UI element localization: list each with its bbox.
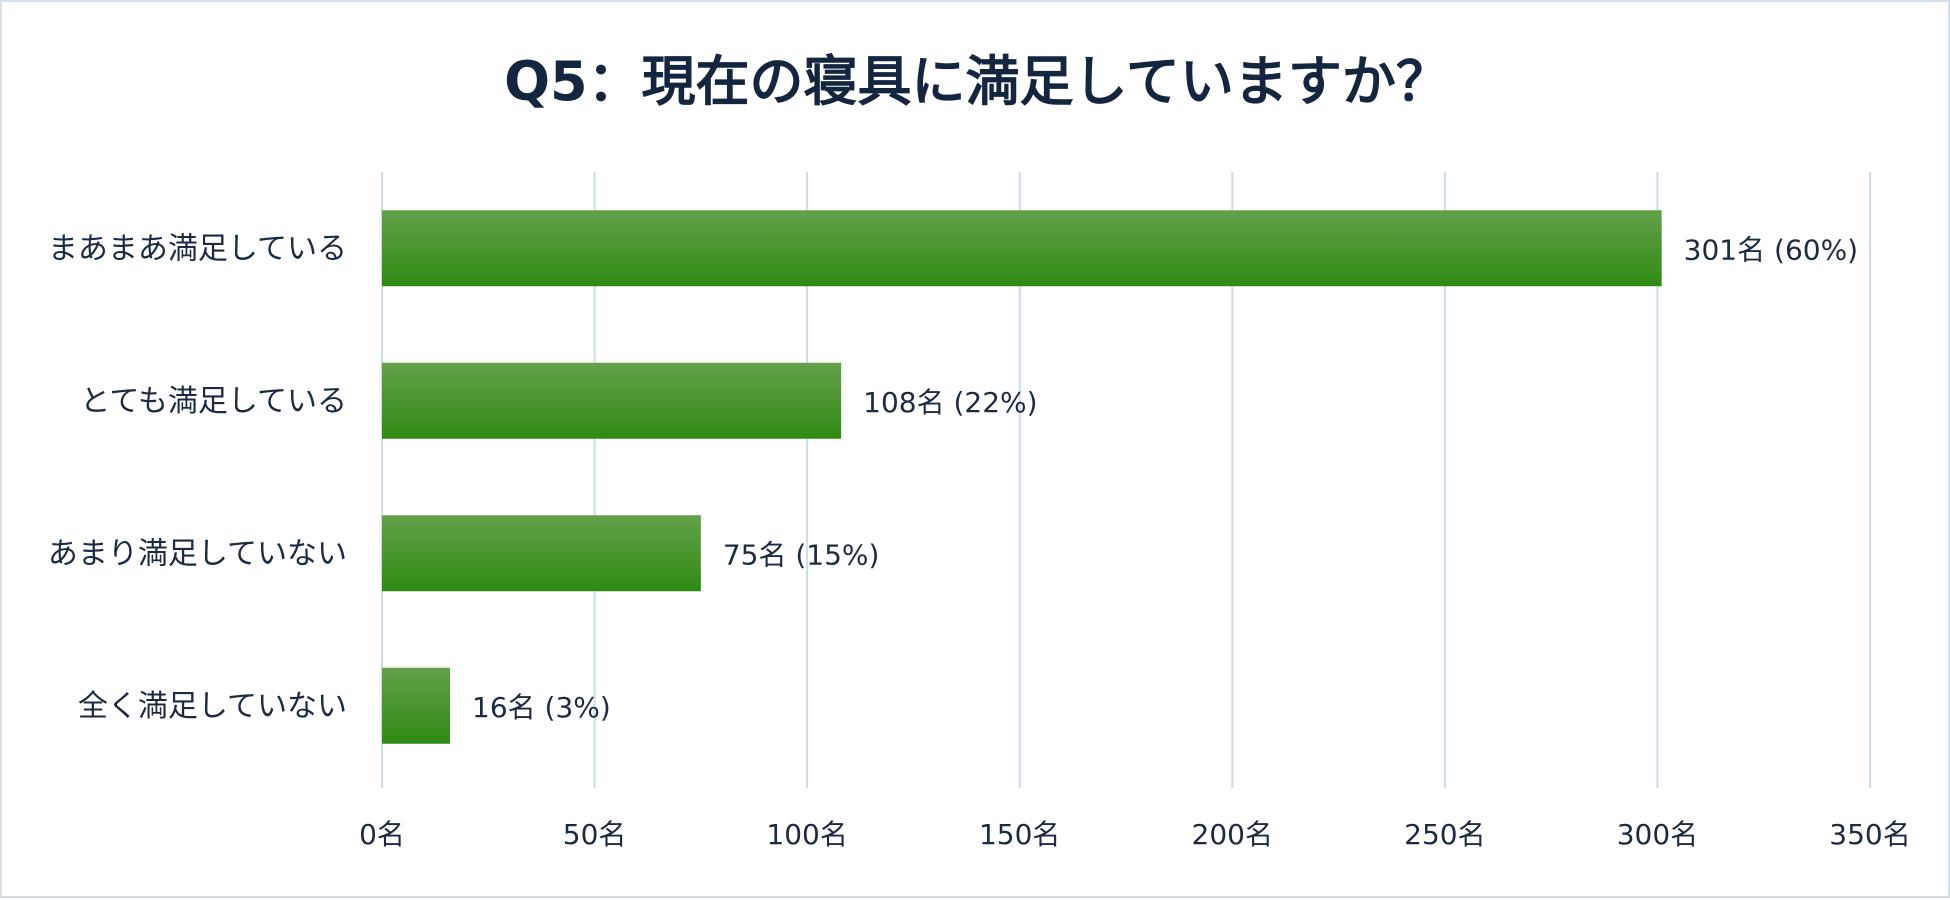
data-labels: 301名 (60%) 108名 (22%) 75名 (15%) 16名 (3%) xyxy=(472,233,1858,724)
x-tick-label: 200名 xyxy=(1192,818,1273,851)
x-tick-label: 100名 xyxy=(766,818,847,851)
x-tick-label: 350名 xyxy=(1829,818,1910,851)
category-label: あまり満足していない xyxy=(48,536,347,571)
category-label: まあまあ満足している xyxy=(48,231,347,266)
bar xyxy=(382,515,701,592)
x-tick-labels: 0名 50名 100名 150名 200名 250名 300名 350名 xyxy=(359,818,1911,851)
bars xyxy=(382,210,1662,744)
bar xyxy=(382,667,451,744)
data-label: 301名 (60%) xyxy=(1684,233,1858,266)
category-label: 全く満足していない xyxy=(78,689,347,724)
bar xyxy=(382,362,842,439)
x-tick-label: 300名 xyxy=(1617,818,1698,851)
bar xyxy=(382,210,1662,287)
data-label: 75名 (15%) xyxy=(723,538,880,571)
data-label: 108名 (22%) xyxy=(863,386,1037,419)
x-tick-label: 50名 xyxy=(563,818,627,851)
x-tick-label: 0名 xyxy=(359,818,405,851)
x-tick-label: 150名 xyxy=(979,818,1060,851)
category-label: とても満足している xyxy=(80,384,347,419)
x-tick-label: 250名 xyxy=(1404,818,1485,851)
data-label: 16名 (3%) xyxy=(472,691,611,724)
chart-title: Q5：現在の寝具に満足していますか？ xyxy=(504,50,1450,113)
